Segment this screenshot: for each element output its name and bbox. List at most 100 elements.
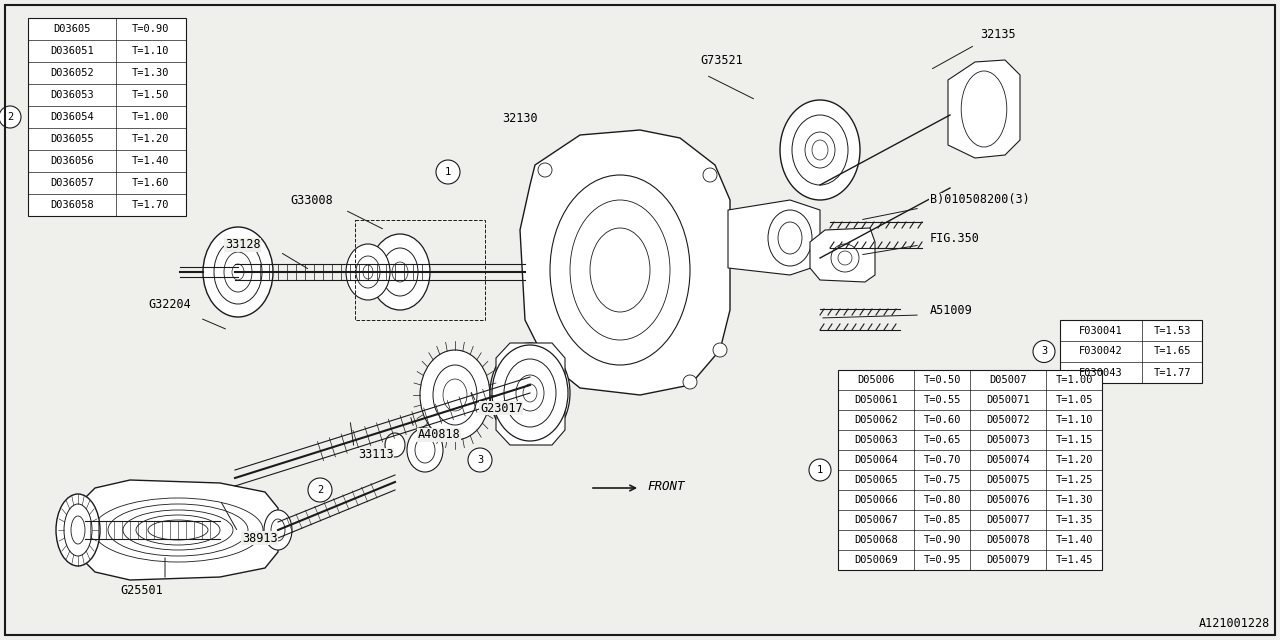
- Ellipse shape: [232, 264, 244, 280]
- Text: D03605: D03605: [54, 24, 91, 34]
- Text: T=1.20: T=1.20: [132, 134, 170, 144]
- Text: D050077: D050077: [986, 515, 1030, 525]
- Text: T=1.50: T=1.50: [132, 90, 170, 100]
- Text: A121001228: A121001228: [1199, 617, 1270, 630]
- Text: FIG.350: FIG.350: [931, 232, 980, 244]
- Text: D050067: D050067: [854, 515, 897, 525]
- Ellipse shape: [56, 494, 100, 566]
- Text: D050064: D050064: [854, 455, 897, 465]
- Ellipse shape: [392, 262, 408, 282]
- Text: T=1.77: T=1.77: [1153, 367, 1190, 378]
- Ellipse shape: [778, 222, 803, 254]
- Text: 33128: 33128: [225, 239, 261, 252]
- Text: G73521: G73521: [700, 54, 742, 67]
- Polygon shape: [810, 228, 876, 282]
- Polygon shape: [728, 200, 820, 275]
- Text: A40818: A40818: [419, 429, 461, 442]
- Ellipse shape: [713, 343, 727, 357]
- Ellipse shape: [214, 240, 262, 304]
- Ellipse shape: [70, 516, 84, 544]
- Bar: [838, 370, 1102, 570]
- Text: T=1.60: T=1.60: [132, 178, 170, 188]
- Text: 33113: 33113: [358, 449, 394, 461]
- Text: T=1.05: T=1.05: [1055, 395, 1093, 405]
- Ellipse shape: [516, 375, 544, 411]
- Text: D036054: D036054: [50, 112, 93, 122]
- Text: T=1.45: T=1.45: [1055, 555, 1093, 565]
- Polygon shape: [497, 343, 564, 445]
- Text: D050065: D050065: [854, 475, 897, 485]
- Text: D036056: D036056: [50, 156, 93, 166]
- Text: D05007: D05007: [989, 375, 1027, 385]
- Text: D050074: D050074: [986, 455, 1030, 465]
- Ellipse shape: [407, 428, 443, 472]
- Ellipse shape: [684, 375, 698, 389]
- Text: D036052: D036052: [50, 68, 93, 78]
- Polygon shape: [78, 480, 278, 580]
- Text: T=1.40: T=1.40: [1055, 535, 1093, 545]
- Ellipse shape: [93, 498, 262, 562]
- Ellipse shape: [553, 378, 567, 392]
- Text: D050079: D050079: [986, 555, 1030, 565]
- Text: D050061: D050061: [854, 395, 897, 405]
- Text: T=1.20: T=1.20: [1055, 455, 1093, 465]
- Text: T=0.50: T=0.50: [923, 375, 961, 385]
- Text: T=1.40: T=1.40: [132, 156, 170, 166]
- Ellipse shape: [108, 504, 248, 556]
- Ellipse shape: [224, 252, 252, 292]
- Ellipse shape: [966, 79, 1002, 139]
- Ellipse shape: [780, 100, 860, 200]
- Ellipse shape: [961, 71, 1007, 147]
- Ellipse shape: [385, 433, 404, 457]
- Text: D050073: D050073: [986, 435, 1030, 445]
- Text: T=0.60: T=0.60: [923, 415, 961, 425]
- Text: D036058: D036058: [50, 200, 93, 210]
- Text: T=0.65: T=0.65: [923, 435, 961, 445]
- Ellipse shape: [524, 384, 538, 402]
- Text: T=1.70: T=1.70: [132, 200, 170, 210]
- Text: D050063: D050063: [854, 435, 897, 445]
- Bar: [28, 18, 186, 216]
- Text: T=0.90: T=0.90: [132, 24, 170, 34]
- Ellipse shape: [123, 510, 233, 550]
- Ellipse shape: [970, 87, 997, 131]
- Text: 32135: 32135: [980, 29, 1015, 42]
- Text: D050069: D050069: [854, 555, 897, 565]
- Ellipse shape: [136, 515, 220, 545]
- Text: D050068: D050068: [854, 535, 897, 545]
- Ellipse shape: [522, 383, 538, 403]
- Text: G33008: G33008: [291, 193, 333, 207]
- Ellipse shape: [271, 519, 285, 541]
- Ellipse shape: [550, 175, 690, 365]
- Ellipse shape: [532, 348, 547, 362]
- Ellipse shape: [831, 244, 859, 272]
- Polygon shape: [948, 60, 1020, 158]
- Circle shape: [809, 459, 831, 481]
- Text: D036053: D036053: [50, 90, 93, 100]
- Circle shape: [436, 160, 460, 184]
- Ellipse shape: [812, 140, 828, 160]
- Ellipse shape: [703, 168, 717, 182]
- Text: T=0.95: T=0.95: [923, 555, 961, 565]
- Circle shape: [308, 478, 332, 502]
- Text: T=1.30: T=1.30: [132, 68, 170, 78]
- Text: T=1.30: T=1.30: [1055, 495, 1093, 505]
- Ellipse shape: [148, 520, 207, 540]
- Ellipse shape: [490, 343, 570, 443]
- Text: T=0.85: T=0.85: [923, 515, 961, 525]
- Text: D050076: D050076: [986, 495, 1030, 505]
- Text: G32204: G32204: [148, 298, 191, 312]
- Text: D050062: D050062: [854, 415, 897, 425]
- Polygon shape: [520, 130, 730, 395]
- Text: T=1.25: T=1.25: [1055, 475, 1093, 485]
- Text: F030042: F030042: [1079, 346, 1123, 356]
- Ellipse shape: [415, 437, 435, 463]
- Ellipse shape: [264, 510, 292, 550]
- Text: T=1.15: T=1.15: [1055, 435, 1093, 445]
- Text: F030043: F030043: [1079, 367, 1123, 378]
- Circle shape: [1033, 340, 1055, 362]
- Ellipse shape: [570, 200, 669, 340]
- Text: D05006: D05006: [858, 375, 895, 385]
- Text: G23017: G23017: [480, 401, 522, 415]
- Text: T=1.10: T=1.10: [132, 46, 170, 56]
